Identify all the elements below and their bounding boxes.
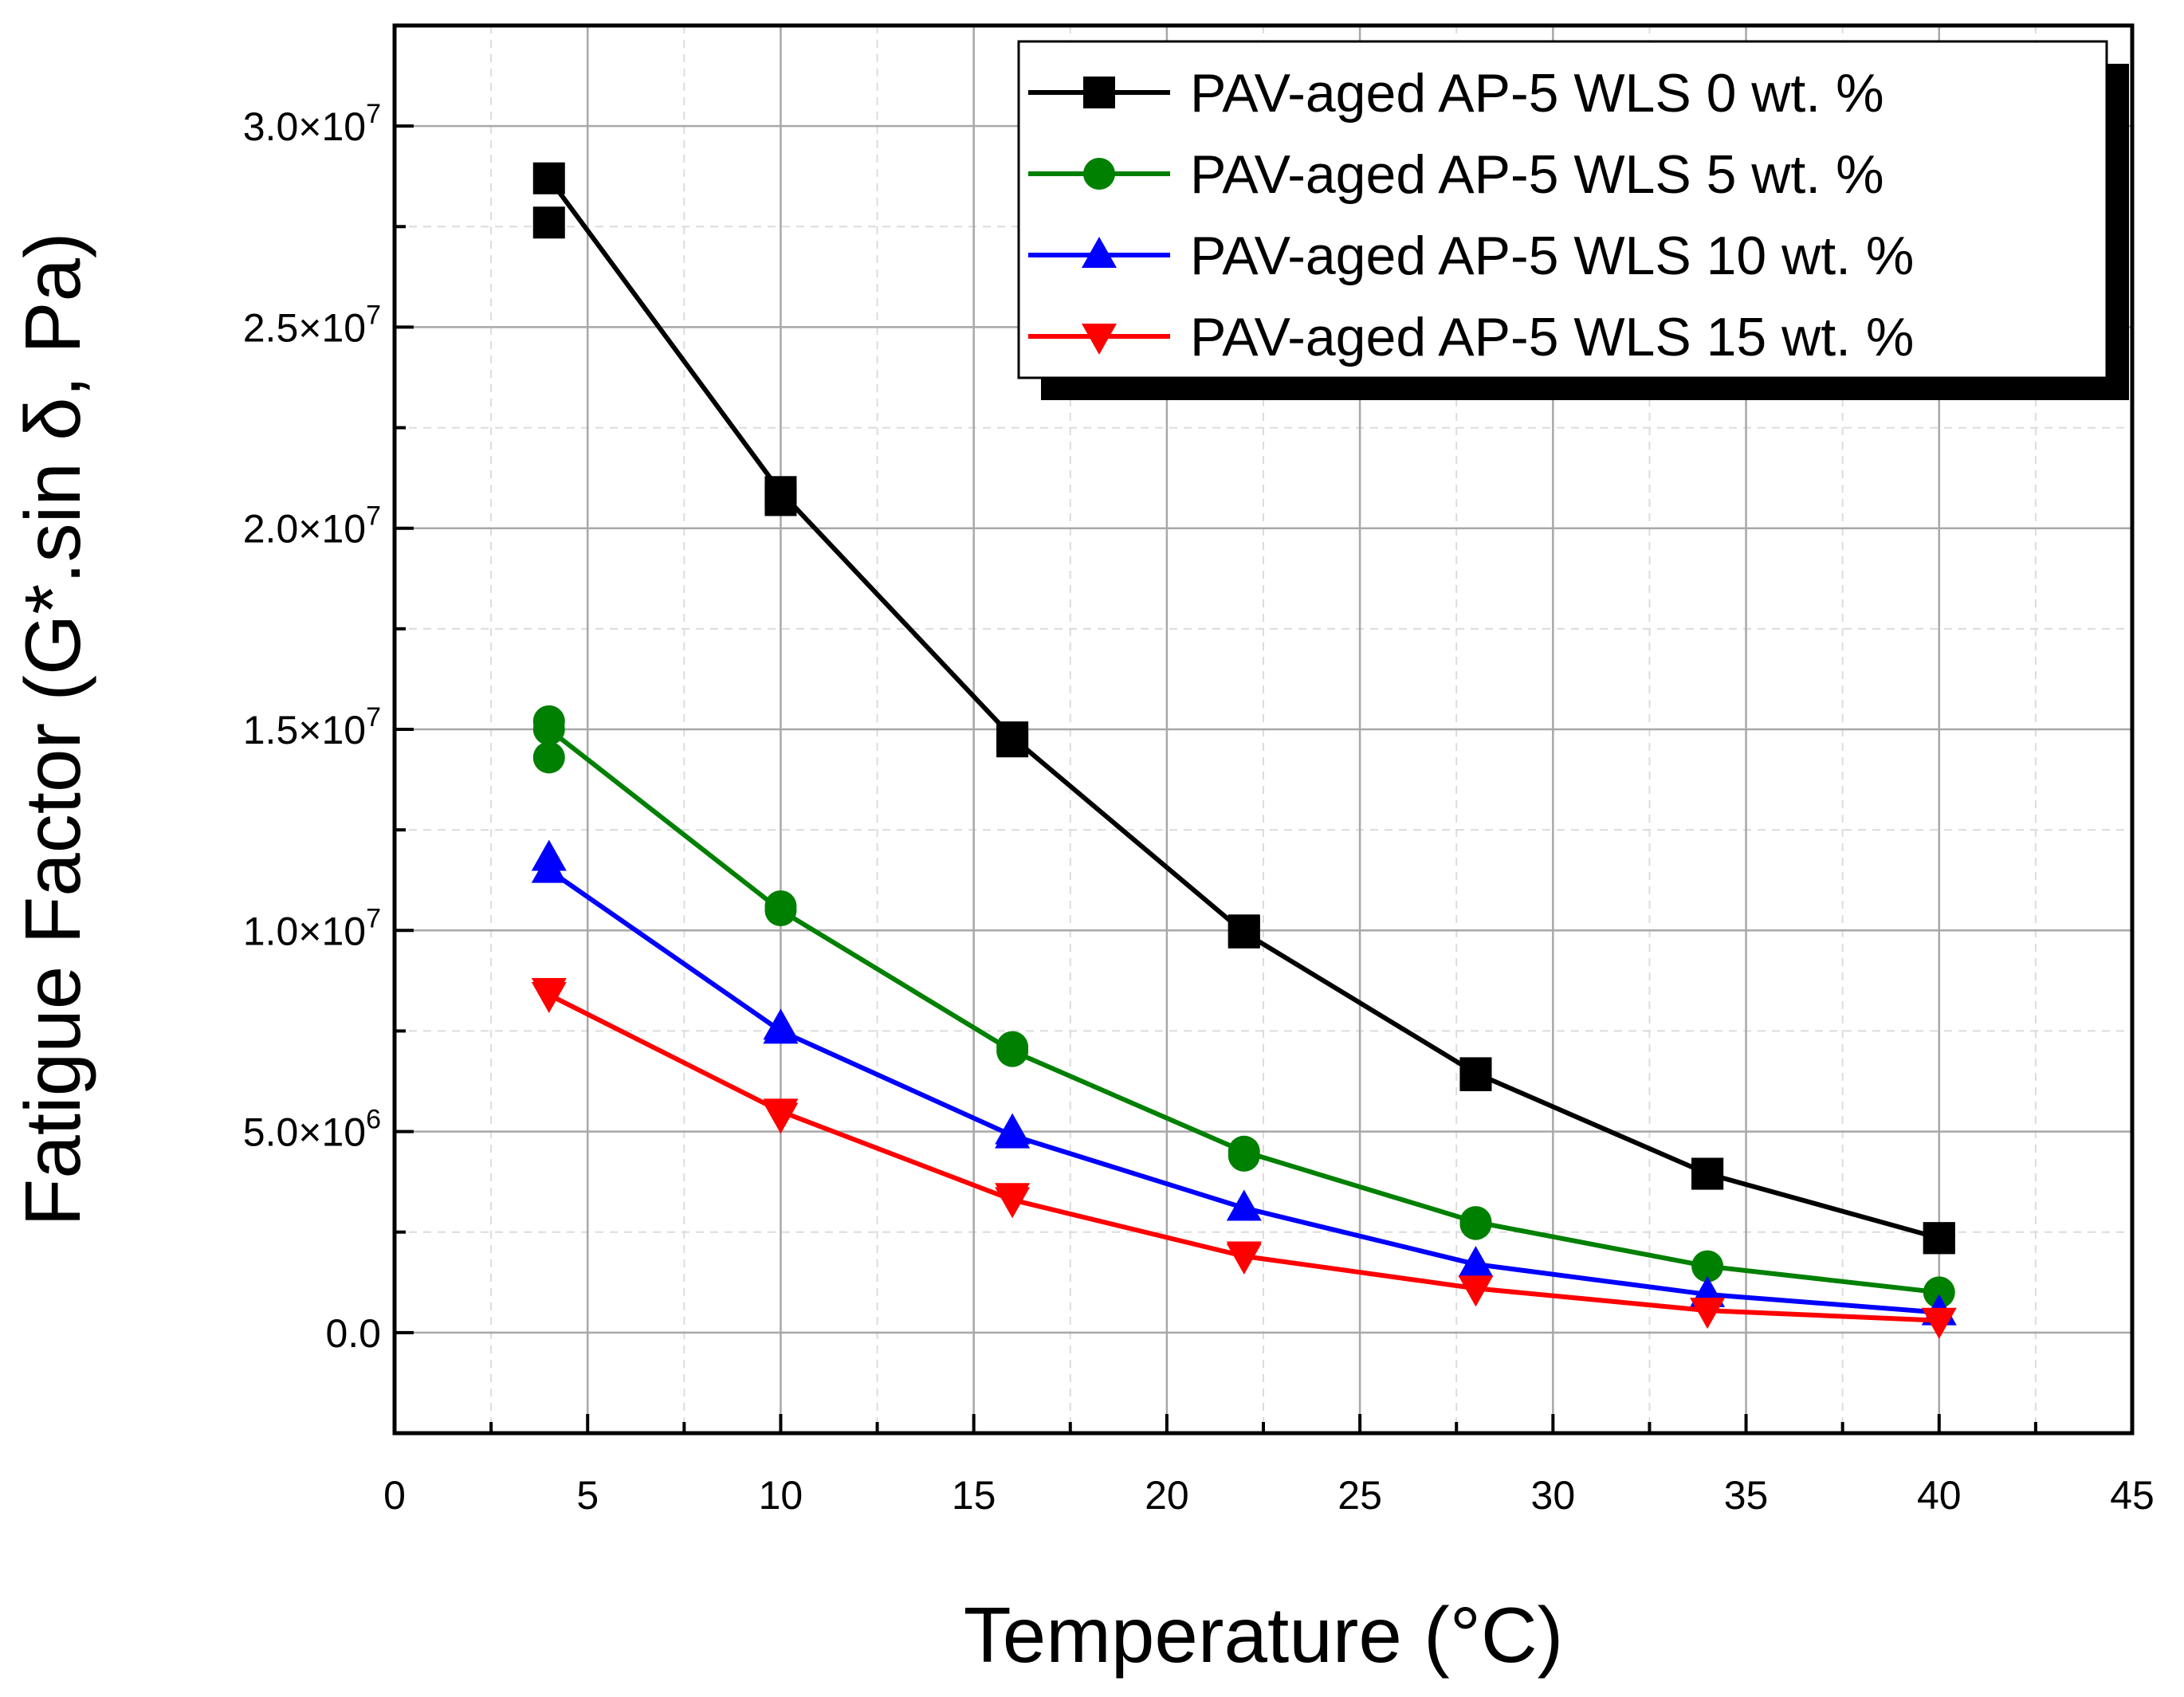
x-tick-label: 30 bbox=[1531, 1473, 1576, 1518]
x-tick-label: 20 bbox=[1145, 1473, 1189, 1518]
data-point bbox=[1690, 1298, 1726, 1330]
data-point bbox=[1228, 1135, 1260, 1168]
legend-label: PAV-aged AP-5 WLS 5 wt. % bbox=[1190, 144, 1884, 205]
x-tick-label: 40 bbox=[1917, 1473, 1962, 1518]
data-point bbox=[1459, 1206, 1492, 1239]
y-tick-label: 5.0×106 bbox=[243, 1105, 381, 1155]
data-point bbox=[1226, 1243, 1262, 1275]
legend-box bbox=[1017, 40, 2108, 379]
data-point bbox=[1923, 1276, 1955, 1309]
series-layer bbox=[531, 162, 1957, 1339]
legend-item: PAV-aged AP-5 WLS 0 wt. % bbox=[1028, 63, 1884, 124]
legend-label: PAV-aged AP-5 WLS 15 wt. % bbox=[1190, 307, 1914, 367]
legend-item: PAV-aged AP-5 WLS 15 wt. % bbox=[1028, 307, 1914, 367]
data-point bbox=[532, 741, 565, 774]
series-1 bbox=[532, 705, 1955, 1309]
data-point bbox=[764, 476, 797, 509]
y-tick-label: 1.0×107 bbox=[243, 903, 381, 953]
series-3 bbox=[531, 977, 1957, 1339]
data-point bbox=[1458, 1246, 1494, 1278]
legend-label: PAV-aged AP-5 WLS 0 wt. % bbox=[1190, 63, 1884, 124]
x-tick-label: 0 bbox=[383, 1473, 406, 1518]
data-point bbox=[763, 1098, 799, 1130]
data-point bbox=[995, 1117, 1031, 1149]
series-0 bbox=[532, 162, 1955, 1255]
legend-item: PAV-aged AP-5 WLS 10 wt. % bbox=[1028, 226, 1914, 286]
x-tick-label: 35 bbox=[1724, 1473, 1769, 1518]
x-tick-label: 15 bbox=[952, 1473, 996, 1518]
data-point bbox=[1226, 1189, 1262, 1221]
x-tick-labels: 0 5 10 15 20 25 30 35 40 45 bbox=[383, 1473, 2155, 1518]
x-axis-title: Temperature (°C) bbox=[964, 1591, 1564, 1679]
data-point bbox=[1691, 1250, 1724, 1283]
data-point bbox=[995, 1187, 1031, 1219]
legend-marker bbox=[1082, 237, 1117, 268]
data-point bbox=[763, 1012, 799, 1044]
x-tick-label: 25 bbox=[1338, 1473, 1382, 1518]
y-tick-label: 2.0×107 bbox=[243, 501, 381, 552]
legend-label: PAV-aged AP-5 WLS 10 wt. % bbox=[1190, 226, 1914, 286]
legend-item: PAV-aged AP-5 WLS 5 wt. % bbox=[1028, 144, 1884, 205]
data-point bbox=[1228, 916, 1260, 949]
series-2 bbox=[531, 839, 1957, 1326]
data-point bbox=[532, 713, 565, 745]
legend-marker bbox=[1083, 77, 1115, 108]
data-point bbox=[1458, 1275, 1494, 1307]
data-point bbox=[531, 851, 567, 883]
data-point bbox=[996, 721, 1029, 754]
y-tick-label: 1.5×107 bbox=[243, 702, 381, 752]
x-tick-label: 5 bbox=[576, 1473, 599, 1518]
y-tick-label: 3.0×107 bbox=[243, 99, 381, 149]
y-tick-labels: 0.0 5.0×106 1.0×107 1.5×107 2.0×107 2.5×107 3.… bbox=[243, 99, 381, 1356]
data-point bbox=[1921, 1307, 1957, 1339]
data-point bbox=[532, 162, 565, 194]
data-point bbox=[996, 1035, 1029, 1067]
data-point bbox=[1691, 1157, 1724, 1190]
x-tick-label: 45 bbox=[2110, 1473, 2155, 1518]
y-axis-title: Fatigue Factor (G*.sin δ, Pa) bbox=[9, 232, 96, 1226]
axis-ticks bbox=[393, 124, 2134, 1435]
legend-marker bbox=[1083, 158, 1115, 190]
data-point bbox=[764, 894, 797, 927]
x-tick-label: 10 bbox=[759, 1473, 803, 1518]
y-tick-label: 2.5×107 bbox=[243, 300, 381, 350]
data-point bbox=[531, 982, 567, 1014]
y-tick-label: 0.0 bbox=[325, 1311, 381, 1356]
legend: PAV-aged AP-5 WLS 0 wt. % PAV-aged AP-5 W… bbox=[1017, 40, 2129, 400]
legend-marker bbox=[1082, 324, 1117, 355]
data-point bbox=[1459, 1057, 1492, 1090]
data-point bbox=[1923, 1222, 1955, 1255]
data-point bbox=[532, 206, 565, 239]
